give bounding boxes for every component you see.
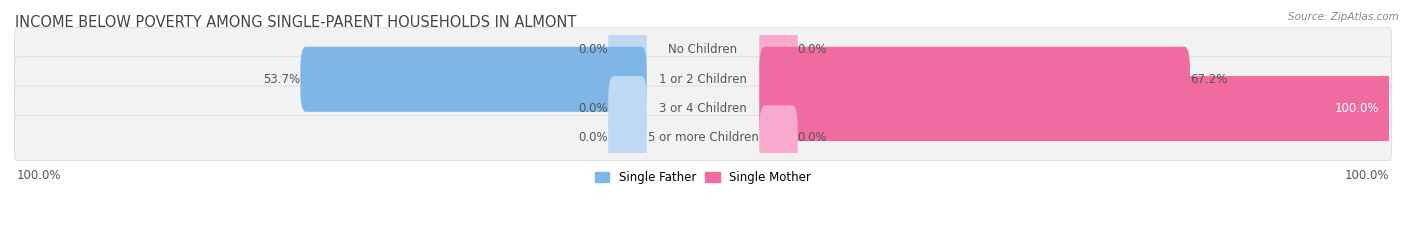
Text: 100.0%: 100.0% <box>17 169 60 182</box>
Text: 1 or 2 Children: 1 or 2 Children <box>659 73 747 86</box>
Text: No Children: No Children <box>668 44 738 56</box>
FancyBboxPatch shape <box>609 17 647 82</box>
Text: INCOME BELOW POVERTY AMONG SINGLE-PARENT HOUSEHOLDS IN ALMONT: INCOME BELOW POVERTY AMONG SINGLE-PARENT… <box>15 15 576 30</box>
FancyBboxPatch shape <box>14 86 1392 131</box>
FancyBboxPatch shape <box>14 27 1392 72</box>
FancyBboxPatch shape <box>301 47 647 112</box>
Text: 0.0%: 0.0% <box>579 102 609 115</box>
Text: 5 or more Children: 5 or more Children <box>648 131 758 144</box>
Text: 67.2%: 67.2% <box>1189 73 1227 86</box>
Text: 100.0%: 100.0% <box>1346 169 1389 182</box>
FancyBboxPatch shape <box>14 57 1392 102</box>
FancyBboxPatch shape <box>609 105 647 170</box>
Text: 0.0%: 0.0% <box>797 131 827 144</box>
Text: 53.7%: 53.7% <box>263 73 301 86</box>
Text: 3 or 4 Children: 3 or 4 Children <box>659 102 747 115</box>
Legend: Single Father, Single Mother: Single Father, Single Mother <box>595 171 811 184</box>
Text: 0.0%: 0.0% <box>579 131 609 144</box>
Text: 100.0%: 100.0% <box>1334 102 1379 115</box>
FancyBboxPatch shape <box>759 76 1395 141</box>
Text: 0.0%: 0.0% <box>579 44 609 56</box>
Text: Source: ZipAtlas.com: Source: ZipAtlas.com <box>1288 12 1399 22</box>
FancyBboxPatch shape <box>14 115 1392 161</box>
Text: 0.0%: 0.0% <box>797 44 827 56</box>
FancyBboxPatch shape <box>759 17 797 82</box>
FancyBboxPatch shape <box>609 76 647 141</box>
FancyBboxPatch shape <box>759 105 797 170</box>
FancyBboxPatch shape <box>759 47 1189 112</box>
